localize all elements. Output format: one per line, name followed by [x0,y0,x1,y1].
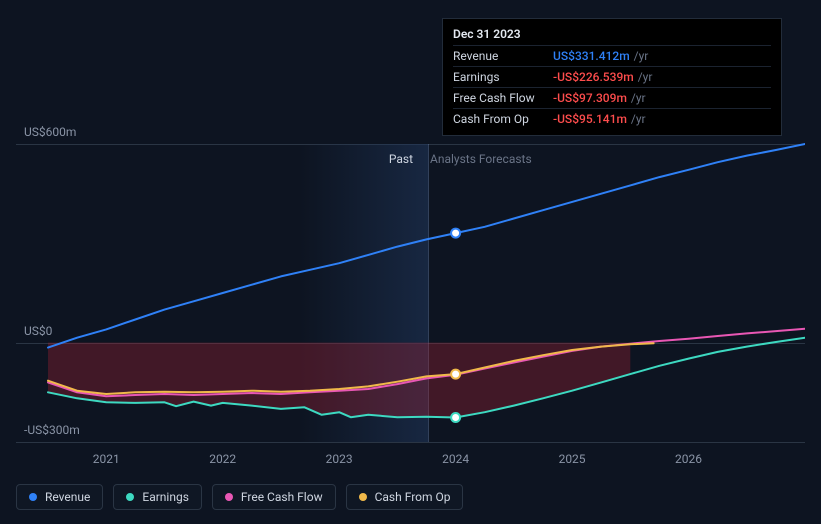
tooltip-row: Free Cash Flow-US$97.309m/yr [453,87,771,108]
x-axis-label: 2024 [442,452,469,466]
tooltip-row: RevenueUS$331.412m/yr [453,45,771,66]
tooltip-row-value: -US$95.141m [553,112,627,126]
legend-label: Cash From Op [375,490,451,504]
x-axis-label: 2025 [559,452,586,466]
marker-earnings [451,413,460,422]
tooltip-row-unit: /yr [631,91,646,105]
legend-item-revenue[interactable]: Revenue [16,484,103,510]
tooltip-row-value: -US$97.309m [553,91,627,105]
tooltip-row-unit: /yr [638,70,653,84]
negative-area-fill [48,343,630,418]
tooltip-row-label: Cash From Op [453,112,553,126]
legend-label: Earnings [142,490,189,504]
tooltip-date: Dec 31 2023 [453,27,771,45]
legend-item-cfo[interactable]: Cash From Op [346,484,464,510]
financials-chart: US$600mUS$0-US$300m Past Analysts Foreca… [16,0,805,470]
legend-label: Free Cash Flow [241,490,323,504]
x-axis-label: 2026 [675,452,702,466]
tooltip-row-label: Free Cash Flow [453,91,553,105]
legend-dot-icon [29,493,37,501]
marker-revenue [451,229,460,238]
chart-legend: Revenue Earnings Free Cash Flow Cash From O… [16,484,463,510]
x-axis-label: 2021 [93,452,120,466]
tooltip-row-unit: /yr [634,49,649,63]
legend-item-fcf[interactable]: Free Cash Flow [212,484,336,510]
legend-label: Revenue [45,490,90,504]
tooltip-row-unit: /yr [631,112,646,126]
tooltip-row-label: Earnings [453,70,553,84]
x-axis-label: 2022 [209,452,236,466]
legend-dot-icon [225,493,233,501]
tooltip-row-label: Revenue [453,49,553,63]
tooltip-row-value: US$331.412m [553,49,630,63]
tooltip-row-value: -US$226.539m [553,70,634,84]
legend-item-earnings[interactable]: Earnings [113,484,202,510]
x-axis: 2021 2022 2023 2024 2025 2026 [16,444,805,470]
x-axis-label: 2023 [326,452,353,466]
tooltip-row: Earnings-US$226.539m/yr [453,66,771,87]
series-revenue [48,144,805,348]
marker-cfo [451,370,460,379]
tooltip-row: Cash From Op-US$95.141m/yr [453,108,771,129]
legend-dot-icon [126,493,134,501]
chart-tooltip: Dec 31 2023 RevenueUS$331.412m/yrEarning… [442,18,782,136]
legend-dot-icon [359,493,367,501]
